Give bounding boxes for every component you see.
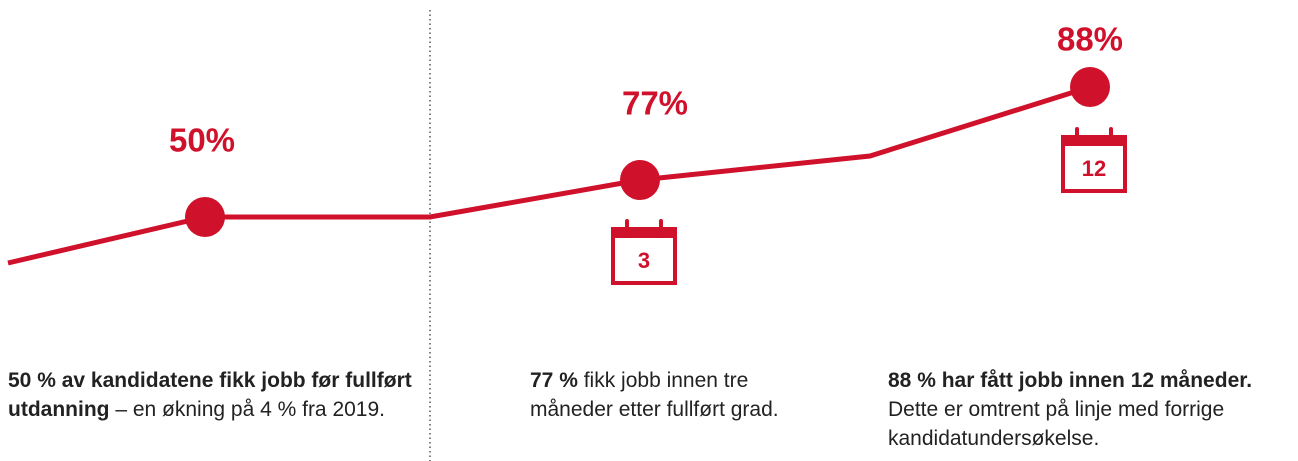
trend-line bbox=[7, 84, 1091, 266]
caption-text: – en økning på 4 % fra 2019. bbox=[109, 398, 385, 421]
point-label: 77% bbox=[622, 85, 688, 122]
point-label: 50% bbox=[169, 122, 235, 159]
point bbox=[185, 197, 225, 237]
caption: 88 % har fått jobb innen 12 måneder. Det… bbox=[888, 366, 1298, 453]
caption: 50 % av kandidatene fikk jobb før fullfø… bbox=[8, 366, 413, 424]
caption-bold: 77 % bbox=[530, 369, 578, 392]
calendar-number: 12 bbox=[1082, 156, 1106, 181]
caption-text: Dette er omtrent på linje med forrige ka… bbox=[888, 398, 1225, 450]
caption-bold: 88 % har fått jobb innen 12 måneder. bbox=[888, 369, 1253, 392]
calendar-number: 3 bbox=[638, 248, 650, 273]
calendar-icon: 3 bbox=[611, 219, 677, 285]
calendar-icon: 12 bbox=[1061, 127, 1127, 193]
point bbox=[1070, 67, 1110, 107]
caption-text: fikk jobb innen tre måneder etter fullfø… bbox=[530, 369, 779, 421]
point bbox=[620, 160, 660, 200]
point-label: 88% bbox=[1057, 21, 1123, 58]
caption: 77 % fikk jobb innen tre måneder etter f… bbox=[530, 366, 780, 424]
caption-bold: 50 % av kandidatene fikk jobb før fullfø… bbox=[8, 369, 412, 421]
